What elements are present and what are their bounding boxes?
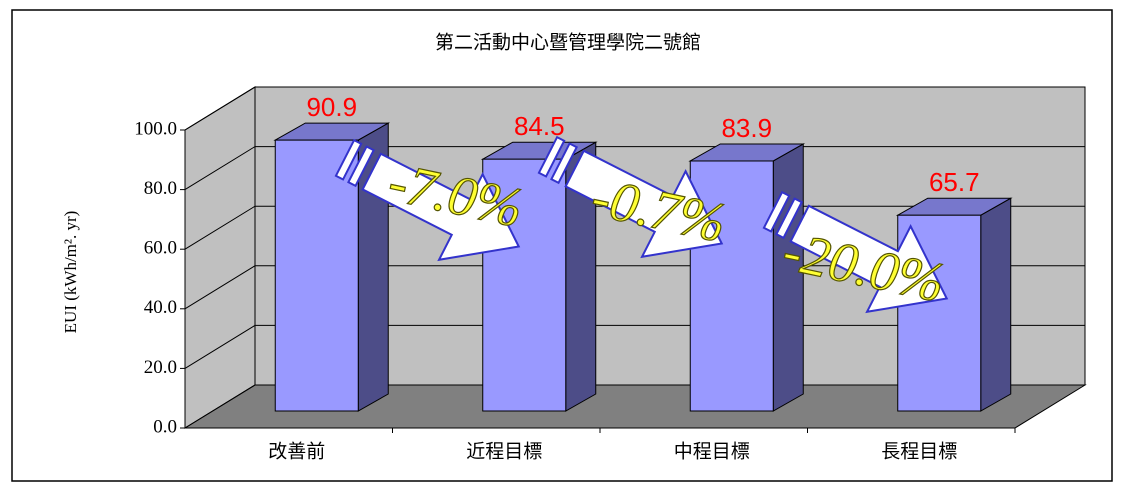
y-tick-label: 80.0 [144,178,177,199]
arrow-stripe [347,145,376,188]
arrow-stripe [537,135,566,178]
x-tick-label: 長程目標 [881,441,957,463]
grid-line [184,146,1085,191]
bar [273,122,391,412]
value-label: 84.5 [514,111,565,141]
grid-line [184,265,1085,310]
arrow-body [361,152,521,262]
bar-front [689,160,774,412]
y-tick-label: 40.0 [144,297,177,318]
chart-title: 第二活動中心暨管理學院二號館 [435,32,701,54]
arrow [762,190,949,314]
arrow-stripe [550,142,579,185]
arrow-stripe [762,190,791,233]
left-wall [184,86,256,429]
arrow-stripe [334,138,363,181]
y-tick-label: 20.0 [144,357,177,378]
grid-line [184,384,1085,429]
y-tick-label: 100.0 [134,118,177,139]
x-tick-label: 中程目標 [674,441,750,463]
bar [895,197,1013,412]
value-label: 83.9 [721,113,772,143]
bar-side [980,197,1012,412]
value-label: 65.7 [929,167,980,197]
arrow-body [789,204,949,314]
grid-line [184,324,1085,369]
arrow [537,135,724,259]
y-axis-label: EUI (kWh/m². yr) [61,211,80,334]
bar-front [274,139,359,412]
x-tick-label: 改善前 [268,441,325,463]
arrow-body [564,149,724,259]
value-label: 90.9 [306,92,357,122]
grid-line [184,86,1085,131]
y-tick-label: 60.0 [144,238,177,259]
x-tick-label: 近程目標 [466,441,542,463]
y-tick-label: 0.0 [153,416,177,437]
arrow [334,138,521,262]
arrow-stripe [775,197,804,240]
